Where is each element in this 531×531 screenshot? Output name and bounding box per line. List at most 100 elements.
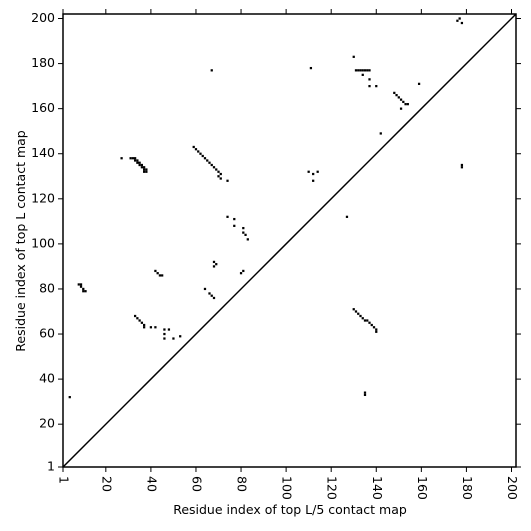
x-tick-label: 40 — [144, 476, 159, 492]
contact — [458, 17, 461, 20]
contact — [212, 296, 216, 300]
contact — [361, 69, 364, 72]
y-tick-label: 40 — [39, 371, 55, 386]
contact — [138, 163, 141, 167]
contact — [307, 170, 310, 173]
contact — [136, 159, 139, 162]
contact — [194, 148, 198, 151]
contact — [404, 103, 407, 106]
contact — [215, 263, 218, 266]
contact — [354, 310, 358, 313]
contact — [460, 163, 464, 167]
contact — [203, 287, 207, 291]
contact — [233, 217, 236, 221]
contact — [354, 69, 358, 72]
contact — [138, 161, 141, 164]
contact — [242, 231, 245, 234]
contact — [143, 170, 146, 173]
contact — [145, 170, 148, 173]
contact — [368, 78, 371, 81]
contact — [212, 265, 216, 268]
contact — [397, 96, 400, 99]
contact — [312, 179, 315, 182]
contact — [361, 73, 364, 76]
x-tick-label: 200 — [505, 476, 520, 500]
contact — [244, 233, 247, 236]
contact — [129, 157, 132, 160]
y-tick-label: 140 — [31, 145, 55, 160]
contact — [212, 166, 216, 169]
contact — [161, 274, 164, 277]
contact — [172, 337, 175, 340]
x-axis-label: Residue index of top L/5 contact map — [173, 502, 407, 517]
contact — [239, 272, 243, 275]
contact — [154, 269, 157, 273]
contact — [136, 161, 139, 164]
contact — [158, 274, 162, 277]
contact — [242, 226, 245, 230]
contact — [197, 150, 200, 153]
contact — [210, 69, 213, 72]
contact — [79, 285, 83, 288]
contact — [368, 84, 371, 88]
x-tick-label: 140 — [370, 476, 385, 500]
contact — [215, 168, 218, 171]
contact — [206, 159, 209, 162]
contact — [208, 292, 211, 295]
contact — [363, 391, 367, 394]
contact — [149, 326, 153, 329]
contact — [233, 224, 236, 227]
contact — [217, 175, 220, 178]
x-tick-label: 160 — [415, 476, 430, 500]
contact — [82, 290, 85, 293]
contact — [372, 326, 376, 329]
contact — [352, 308, 355, 311]
contact — [210, 163, 213, 167]
contact — [399, 107, 403, 110]
contact — [212, 260, 216, 264]
x-tick-label: 20 — [99, 476, 114, 492]
contact — [77, 283, 80, 286]
contact — [379, 132, 382, 135]
contact — [345, 215, 349, 218]
contact — [156, 272, 159, 275]
y-tick-label: 20 — [39, 416, 55, 431]
contact — [368, 321, 371, 324]
x-tick-label: 60 — [189, 476, 204, 492]
contact — [406, 103, 409, 106]
x-tick-label: 1 — [57, 476, 72, 484]
contact — [402, 100, 405, 104]
contact — [460, 21, 464, 25]
contact — [219, 172, 222, 176]
x-tick-label: 180 — [460, 476, 475, 500]
contact — [143, 326, 146, 329]
contact — [143, 323, 146, 327]
y-tick-label: 1 — [47, 459, 55, 474]
contact — [366, 319, 369, 322]
contact — [417, 82, 421, 85]
contact — [145, 168, 148, 171]
y-tick-label: 200 — [31, 10, 55, 25]
contact — [316, 170, 319, 173]
contact — [143, 168, 146, 171]
contact — [79, 283, 83, 286]
contact — [393, 91, 396, 95]
contact — [219, 177, 222, 180]
contact — [375, 330, 378, 333]
contact — [210, 294, 213, 297]
contact — [163, 332, 166, 336]
contact — [456, 19, 459, 22]
contact — [357, 69, 360, 72]
contact — [192, 145, 195, 149]
diagonal — [62, 13, 517, 468]
contact — [242, 269, 245, 273]
contact — [140, 321, 144, 324]
contact — [363, 393, 367, 397]
contact — [203, 157, 207, 160]
contact — [370, 323, 373, 327]
contact — [199, 152, 202, 155]
contact — [217, 170, 220, 173]
contact — [312, 172, 315, 176]
plot-frame — [62, 13, 517, 468]
